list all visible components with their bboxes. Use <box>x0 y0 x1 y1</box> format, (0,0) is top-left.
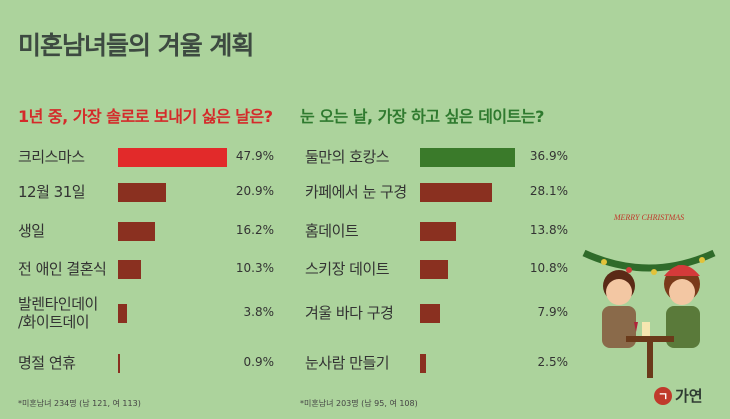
woman-face <box>669 279 695 305</box>
table-top <box>626 336 674 342</box>
value-label: 20.9% <box>235 184 274 198</box>
bar <box>420 304 441 323</box>
category-label: 눈사람 만들기 <box>305 354 390 372</box>
bar <box>420 148 515 167</box>
value-label: 10.8% <box>529 261 568 275</box>
bar <box>118 222 155 241</box>
value-label: 10.3% <box>235 261 274 275</box>
value-label: 7.9% <box>537 305 569 319</box>
bar <box>420 183 493 202</box>
page-title: 미혼남녀들의 겨울 계획 <box>18 31 254 60</box>
merry-christmas-text: MERRY CHRISTMAS <box>613 213 684 222</box>
bar <box>118 148 227 167</box>
value-label: 2.5% <box>537 355 569 369</box>
woman-hat <box>664 265 700 276</box>
category-label: 둘만의 호캉스 <box>305 148 390 166</box>
bar <box>118 354 121 373</box>
category-label: 12월 31일 <box>18 183 86 201</box>
category-label: 카페에서 눈 구경 <box>305 183 407 201</box>
value-label: 16.2% <box>235 223 274 237</box>
category-label: 크리스마스 <box>18 148 85 166</box>
value-label: 0.9% <box>243 355 275 369</box>
category-label: 발렌타인데이/화이트데이 <box>18 295 98 331</box>
bar <box>118 304 127 323</box>
right-chart-title: 눈 오는 날, 가장 하고 싶은 데이트는? <box>300 107 544 126</box>
couple-illustration: MERRY CHRISTMAS <box>582 213 716 378</box>
logo-icon: ㄱ <box>654 386 672 405</box>
bar <box>118 260 142 279</box>
value-label: 13.8% <box>529 223 568 237</box>
wine-glass <box>634 322 638 332</box>
category-label: 명절 연휴 <box>18 354 76 372</box>
table-leg <box>647 342 653 378</box>
value-label: 3.8% <box>243 305 275 319</box>
right-sample-note: *미혼남녀 203명 (남 95, 여 108) <box>300 399 418 408</box>
value-label: 47.9% <box>235 149 274 163</box>
left-chart-title: 1년 중, 가장 솔로로 보내기 싫은 날은? <box>18 107 273 126</box>
man-face <box>606 279 632 305</box>
bar <box>118 183 166 202</box>
value-label: 36.9% <box>529 149 568 163</box>
category-label: 스키장 데이트 <box>305 260 390 278</box>
category-label: 전 애인 결혼식 <box>18 260 107 278</box>
brand-logo: ㄱ 가연 <box>654 385 703 406</box>
bar <box>420 260 448 279</box>
woman-body <box>666 306 700 348</box>
value-label: 28.1% <box>529 184 568 198</box>
left-sample-note: *미혼남녀 234명 (남 121, 여 113) <box>18 399 141 408</box>
category-label: 홈데이트 <box>305 222 359 240</box>
candle <box>642 322 650 336</box>
bar <box>420 222 456 241</box>
logo-text: 가연 <box>675 387 703 405</box>
category-label: 생일 <box>18 222 45 240</box>
category-label: 겨울 바다 구경 <box>305 304 394 322</box>
bar <box>420 354 427 373</box>
